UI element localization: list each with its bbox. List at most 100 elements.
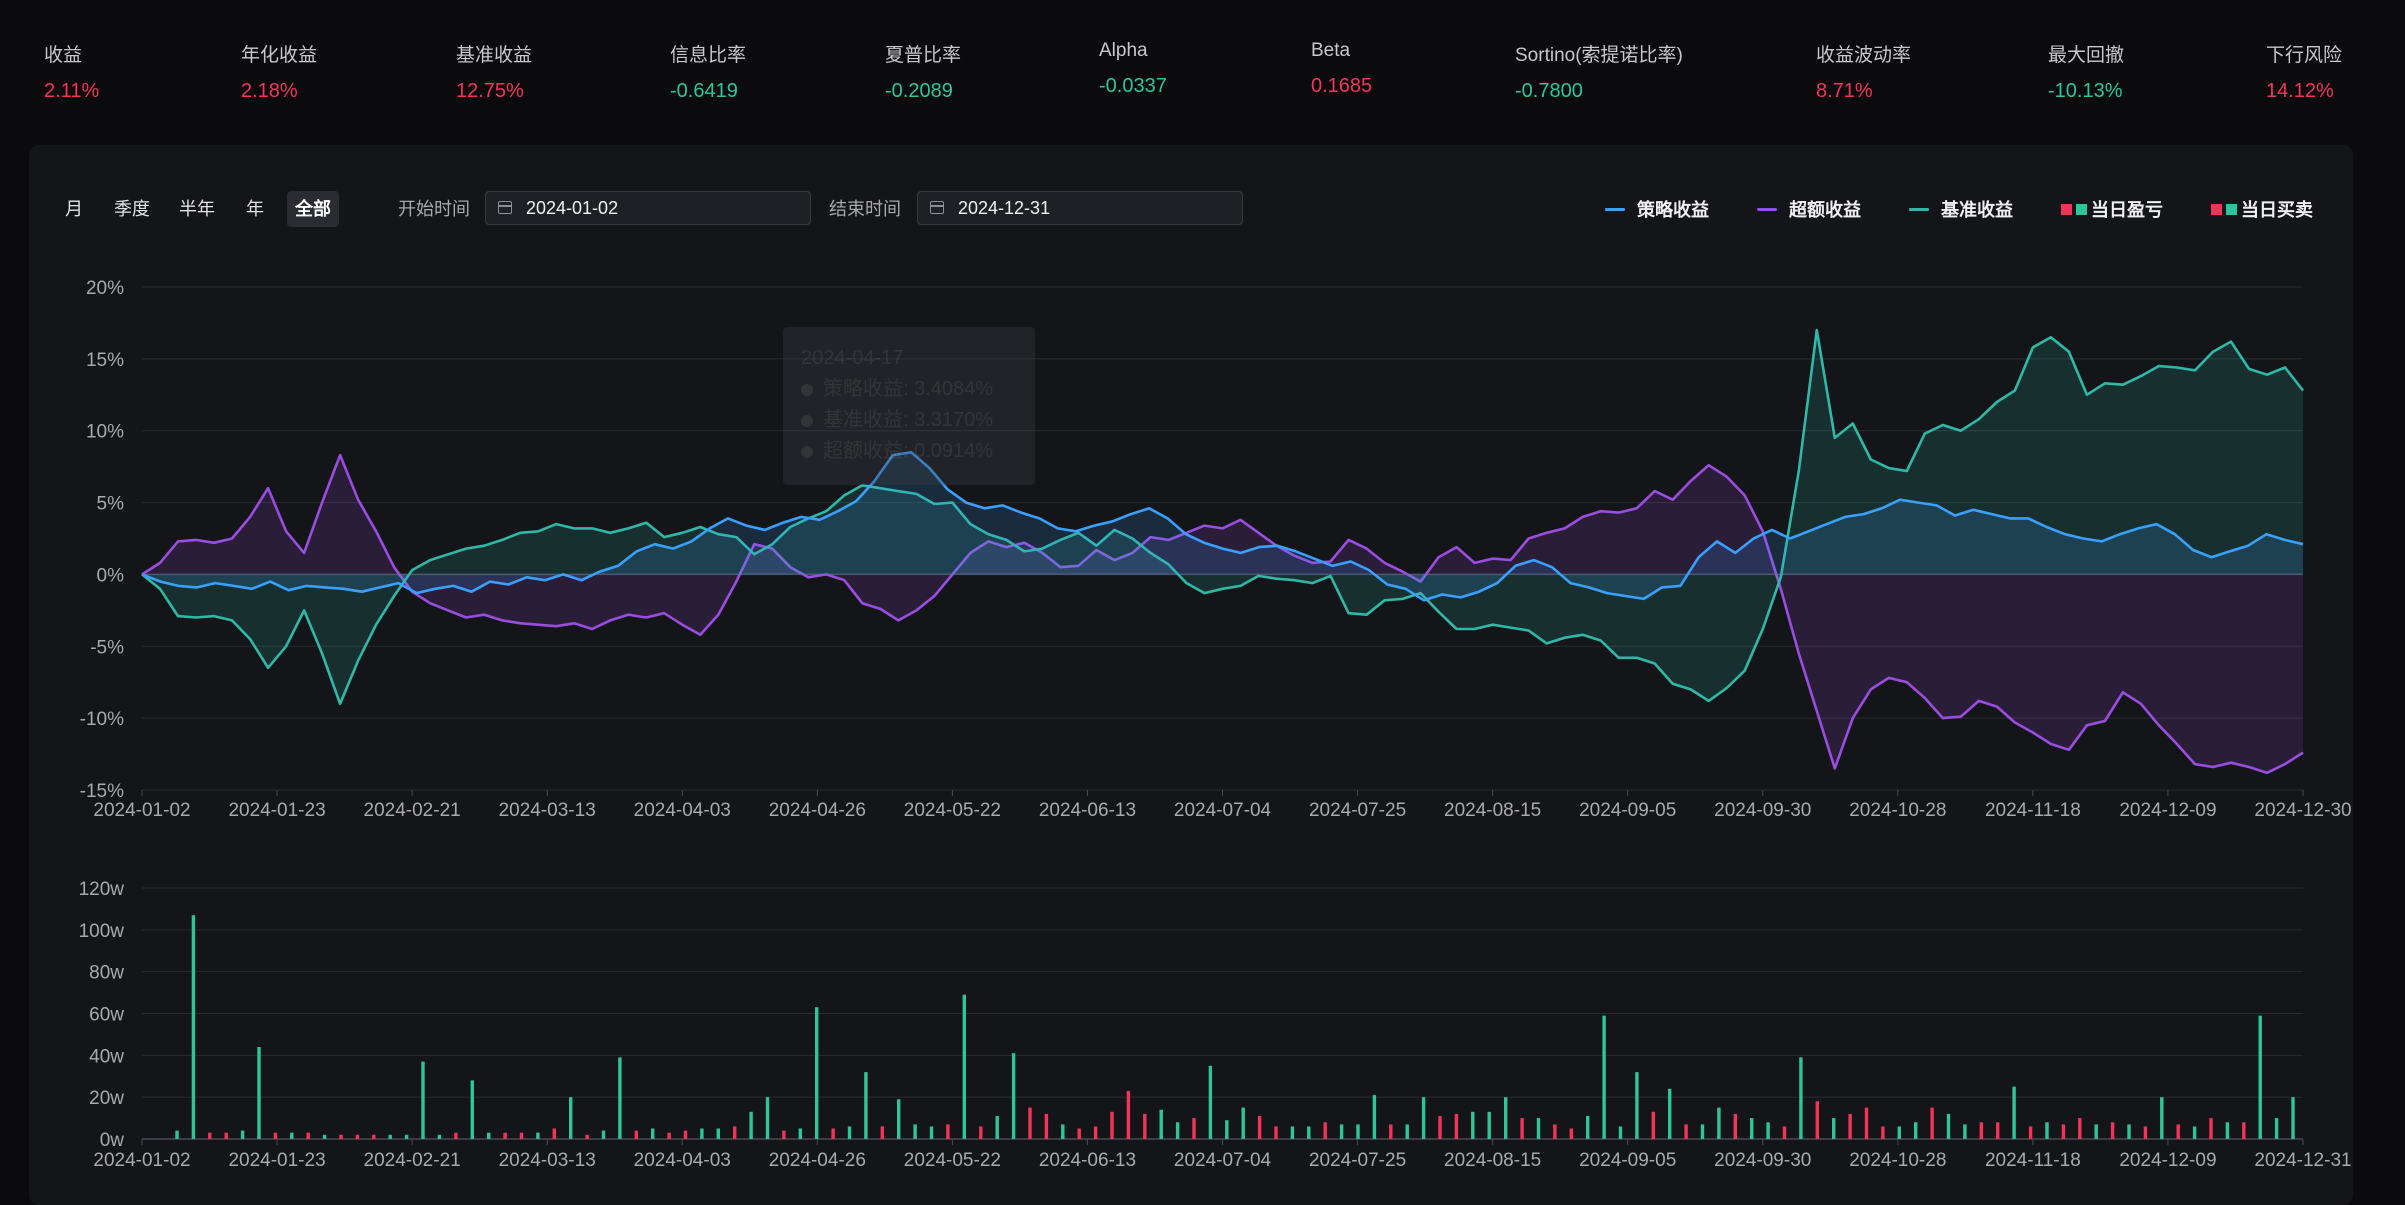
legend-label: 超额收益 — [1789, 200, 1861, 220]
metric-label: 最大回撤 — [2048, 45, 2125, 66]
daily-trade-bar — [716, 1128, 720, 1139]
bar-y-tick-label: 100w — [79, 921, 125, 942]
legend-benchmark-return[interactable]: 基准收益 — [1909, 196, 2013, 222]
metric-value: 0.1685 — [1311, 75, 1373, 97]
daily-trade-bar — [437, 1134, 442, 1139]
daily-trade-bar — [372, 1134, 376, 1139]
metric-item: Alpha -0.0337 — [1099, 40, 1167, 98]
y-tick-label: -10% — [80, 709, 124, 730]
x-tick-label: 2024-11-18 — [1985, 800, 2081, 821]
daily-trade-bar — [1093, 1126, 1098, 1139]
legend-daily-pnl[interactable]: 当日盈亏 — [2061, 196, 2163, 222]
daily-trade-bar — [290, 1132, 294, 1139]
metric-value: -0.0337 — [1099, 75, 1167, 97]
legend-excess-return[interactable]: 超额收益 — [1757, 196, 1861, 222]
daily-trade-bar — [1651, 1111, 1655, 1139]
daily-trade-bar — [470, 1080, 474, 1139]
x-tick-label: 2024-12-30 — [2254, 800, 2351, 821]
daily-trade-bar — [929, 1126, 934, 1139]
daily-trade-bar — [1208, 1065, 1213, 1139]
daily-trade-bar — [1143, 1113, 1147, 1139]
bar-x-tick-label: 2024-05-22 — [904, 1150, 1001, 1171]
legend-strategy-return[interactable]: 策略收益 — [1605, 196, 1709, 222]
start-date-input[interactable]: 2024-01-02 — [485, 191, 811, 225]
daily-trade-bar — [979, 1126, 983, 1139]
range-quarter-button[interactable]: 季度 — [114, 199, 150, 219]
daily-trade-bar — [700, 1128, 704, 1139]
bar-x-tick-label: 2024-09-05 — [1579, 1150, 1676, 1171]
bar-x-tick-label: 2024-04-03 — [634, 1150, 731, 1171]
daily-trade-bar — [322, 1134, 327, 1139]
legend-line-swatch — [1605, 207, 1625, 211]
daily-trade-bar — [1438, 1116, 1442, 1139]
daily-trade-bar — [1618, 1126, 1623, 1139]
daily-trade-bar — [2274, 1118, 2279, 1139]
legend-daily-trade[interactable]: 当日买卖 — [2211, 196, 2313, 222]
daily-trade-bar — [257, 1047, 261, 1139]
daily-trade-bar — [2012, 1086, 2016, 1139]
daily-trade-bar — [733, 1126, 737, 1139]
daily-trade-bar — [1553, 1124, 1557, 1139]
daily-trade-bar — [1290, 1126, 1295, 1139]
metric-item: Sortino(索提诺比率) -0.7800 — [1515, 40, 1683, 103]
metric-value: 12.75% — [456, 80, 524, 102]
metric-item: 信息比率 -0.6419 — [670, 40, 746, 103]
daily-trade-bar — [1766, 1122, 1770, 1139]
metric-item: 年化收益 2.18% — [241, 40, 317, 103]
daily-trade-bar — [1782, 1126, 1787, 1139]
bar-y-tick-label: 120w — [79, 879, 125, 900]
daily-trade-bar — [634, 1130, 638, 1139]
metric-value: -0.2089 — [885, 80, 953, 102]
end-time-label: 结束时间 — [829, 199, 901, 219]
daily-trade-bar — [2143, 1126, 2148, 1139]
bar-x-tick-label: 2024-04-26 — [769, 1150, 866, 1171]
daily-trade-bar — [552, 1128, 556, 1139]
daily-trade-bar — [1799, 1057, 1803, 1139]
daily-trade-bar — [913, 1124, 917, 1139]
daily-trade-bar — [749, 1111, 753, 1139]
daily-trade-bar — [454, 1132, 458, 1139]
daily-trade-bar — [1536, 1118, 1541, 1139]
series-line-excess — [141, 453, 2304, 775]
end-date-input[interactable]: 2024-12-31 — [917, 191, 1243, 225]
tooltip-date: 2024-04-17 — [801, 347, 904, 369]
metric-label: 收益波动率 — [1816, 45, 1912, 66]
metric-item: 收益波动率 8.71% — [1816, 40, 1911, 103]
metric-value: 8.71% — [1816, 80, 1873, 102]
x-tick-label: 2024-08-15 — [1444, 800, 1541, 821]
daily-trade-bar — [782, 1130, 786, 1139]
daily-trade-bar — [1372, 1095, 1377, 1139]
daily-trade-bar — [1930, 1107, 1934, 1139]
daily-trade-bar — [208, 1132, 212, 1139]
range-halfyear-button[interactable]: 半年 — [179, 199, 215, 219]
range-all-button[interactable]: 全部 — [287, 191, 339, 227]
daily-trade-bar — [1569, 1128, 1573, 1139]
daily-trade-bar — [1963, 1124, 1967, 1139]
legend-label: 策略收益 — [1637, 200, 1709, 220]
daily-trade-bar — [536, 1132, 540, 1139]
bar-x-tick-label: 2024-07-04 — [1174, 1150, 1272, 1171]
daily-trade-bar — [1668, 1088, 1672, 1139]
daily-trade-bar — [1684, 1124, 1688, 1139]
y-tick-label: -15% — [80, 781, 124, 802]
daily-trade-bar — [1946, 1113, 1951, 1139]
daily-trade-bar — [880, 1126, 884, 1139]
chart-panel: 月 季度 半年 年 全部 开始时间 2024-01-02 结束时间 2024-1… — [29, 145, 2353, 1205]
metric-label: 收益 — [44, 45, 83, 66]
daily-trade-bar — [1602, 1015, 1606, 1139]
bar-x-tick-label: 2024-01-23 — [228, 1150, 325, 1171]
daily-trade-bar — [2061, 1124, 2066, 1139]
x-tick-label: 2024-05-22 — [904, 800, 1001, 821]
daily-trade-bar — [2127, 1124, 2131, 1139]
range-year-button[interactable]: 年 — [246, 199, 264, 219]
daily-trade-bar — [1389, 1124, 1393, 1139]
daily-trade-bar — [585, 1134, 589, 1139]
daily-trade-bar — [1339, 1124, 1344, 1139]
daily-trade-bar — [667, 1132, 671, 1139]
daily-trade-bar — [683, 1130, 688, 1139]
range-month-button[interactable]: 月 — [65, 199, 83, 219]
bar-y-tick-label: 20w — [89, 1088, 124, 1109]
daily-trade-bar — [1520, 1118, 1524, 1139]
tooltip-dot — [801, 414, 813, 427]
